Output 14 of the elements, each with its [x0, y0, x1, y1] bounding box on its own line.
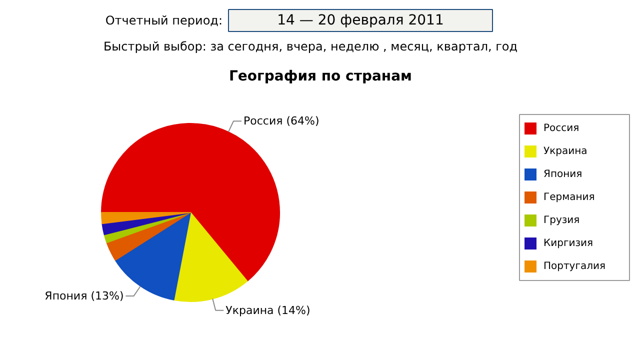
- text: Отчетный период:: [105, 14, 223, 28]
- legend-label: Грузия: [544, 215, 580, 226]
- legend-label: Япония: [544, 169, 582, 180]
- text: Быстрый выбор: за сегодня, вчера, неделю , месяц, квартал, год: [103, 40, 518, 54]
- legend-label: Киргизия: [544, 238, 594, 249]
- data-label: Россия (64%): [244, 114, 320, 128]
- data-label: Украина (14%): [226, 304, 310, 317]
- legend-label: Португалия: [544, 261, 606, 272]
- chart-title: География по странам: [229, 68, 412, 84]
- text: 14 — 20 февраля 2011: [277, 12, 444, 28]
- data-label: Япония (13%): [44, 290, 124, 303]
- legend-label: Россия: [544, 123, 580, 134]
- legend-label: Украина: [544, 146, 588, 157]
- legend-label: Германия: [544, 192, 595, 203]
